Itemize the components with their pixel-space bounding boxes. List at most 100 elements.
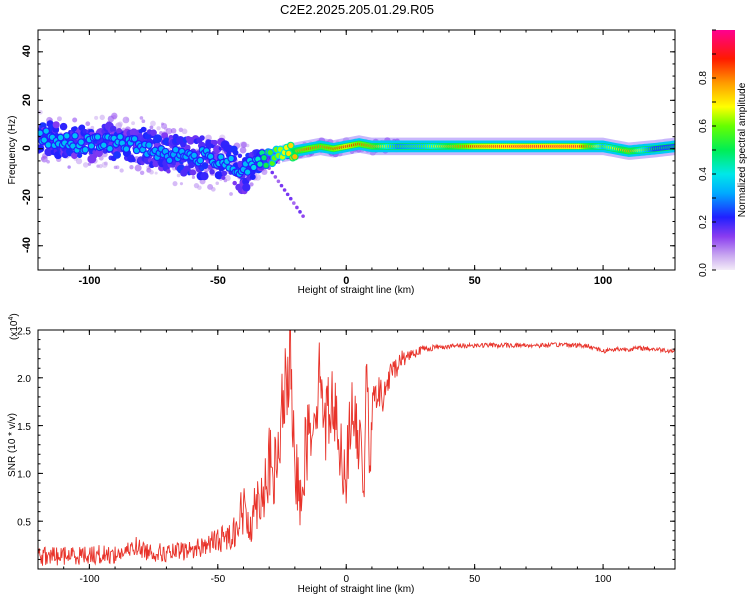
spectrogram-cloud-point (233, 150, 238, 155)
spectrogram-scatter-point (75, 158, 83, 165)
spectrogram-y-tick-labels: -40 -20 0 20 40 (21, 45, 33, 253)
spectrogram-ridge-point (123, 146, 129, 152)
spectrogram-ridge-point (140, 147, 146, 153)
spectrogram-ridge-point (146, 142, 152, 148)
snr-line (38, 330, 675, 566)
spectrogram-cloud-point (65, 147, 73, 155)
spectrogram-scatter-point (150, 120, 156, 127)
spectrogram-ridge-point (218, 154, 224, 160)
spectrogram-ridge-point (286, 150, 292, 157)
spectrogram-scatter-point (191, 175, 196, 180)
spectrogram-cloud-point (77, 152, 83, 159)
spectrogram-cloud-point (200, 171, 209, 181)
spectrogram-ridge-point (38, 130, 43, 136)
snr-x-axis-label: Height of straight line (km) (298, 584, 415, 595)
spectrogram-cloud-point (214, 171, 224, 180)
spectrogram-scatter-point (298, 210, 302, 214)
x-tick-label: 0 (343, 275, 349, 287)
spectrogram-ridge-point (119, 140, 125, 146)
spectrogram-scatter-point (154, 171, 158, 175)
spectrogram-ridge-point (269, 160, 275, 166)
x-tick-label: 100 (594, 275, 612, 287)
spectrogram-ridge-point (173, 147, 179, 153)
spectrogram-ridge-point (82, 147, 88, 153)
spectrogram-cloud-point (140, 161, 145, 166)
spectrogram-scatter-point (46, 159, 50, 164)
spectrogram-scatter-point (170, 127, 177, 134)
spectrogram-scatter-point (197, 185, 202, 190)
snr-plot-frame (37, 329, 676, 570)
spectrogram-ridge-point (134, 147, 140, 153)
spectrogram-cloud-point (209, 169, 215, 175)
spectrogram-scatter-point (131, 121, 135, 126)
spectrogram-cloud-point (71, 152, 78, 159)
spectrogram-scatter-point (72, 117, 78, 123)
spectrogram-ridge-point (117, 134, 123, 140)
spectrogram-scatter-point (276, 179, 281, 184)
snr-ticks (37, 329, 675, 569)
spectrogram-scatter-point (292, 201, 296, 205)
snr-panel: -100 -50 0 50 100 0.5 1.0 1.5 2.0 2.5 (x… (7, 313, 676, 595)
spectrogram-scatter-point (111, 112, 118, 120)
y-tick-label: 0 (21, 145, 33, 151)
colorbar-tick-label: 0.8 (698, 71, 709, 85)
spectrogram-scatter-point (141, 119, 146, 124)
y-tick-label: -20 (21, 189, 33, 205)
spectrogram-cloud-point (150, 129, 157, 137)
spectrogram-cloud-point (249, 173, 256, 180)
spectrogram-cloud-point (190, 169, 197, 176)
spectrogram-cloud-point (221, 170, 228, 177)
spectrogram-cloud-point (109, 125, 117, 133)
y-tick-label: 2.5 (17, 326, 31, 337)
spectrogram-cloud-point (184, 144, 191, 151)
spectrogram-scatter-point (85, 121, 91, 127)
spectrogram-scatter-point (129, 165, 134, 170)
spectrogram-scatter-point (254, 174, 261, 181)
spectrogram-ridge-point (88, 143, 95, 149)
x-tick-label: -100 (78, 275, 100, 287)
snr-x-tick-labels: -100 -50 0 50 100 (79, 574, 611, 585)
spectrogram-scatter-point (103, 161, 108, 166)
spectrogram-scatter-point (99, 114, 105, 121)
snr-marks (38, 330, 675, 566)
spectrogram-ridge-point (267, 149, 273, 156)
spectrogram-scatter-point (215, 181, 220, 185)
spectrogram-ridge-point (244, 169, 251, 175)
spectrogram-ridge-point (228, 155, 234, 162)
spectrogram-cloud-point (180, 141, 187, 148)
y-tick-label: 40 (21, 45, 33, 57)
colorbar-gradient (712, 30, 735, 270)
spectrogram-panel: -100 -50 0 50 100 -40 -20 0 20 40 Height… (7, 29, 676, 296)
spectrogram-scatter-point (301, 214, 305, 218)
spectrogram-cloud-point (153, 134, 163, 144)
colorbar-ticks (712, 29, 716, 271)
spectrogram-marks (38, 109, 675, 218)
spectrogram-scatter-point (240, 141, 248, 148)
spectrogram-scatter-point (139, 170, 145, 176)
spectrogram-scatter-point (119, 168, 124, 173)
spectrogram-ridge-point (292, 154, 298, 160)
spectrogram-cloud-point (237, 153, 243, 159)
spectrogram-scatter-point (165, 127, 173, 135)
colorbar-tick-label: 0.4 (698, 167, 709, 181)
spectrogram-scatter-point (56, 116, 62, 122)
spectrogram-ridge-point (94, 134, 101, 140)
spectrogram-scatter-point (149, 125, 154, 130)
spectrogram-scatter-point (270, 170, 275, 175)
spectrogram-ridge-point (288, 142, 294, 149)
spectrogram-scatter-point (245, 143, 250, 148)
spectrogram-ridge-point (72, 133, 78, 139)
spectrogram-ridge-point (191, 152, 197, 158)
x-tick-label: -100 (79, 574, 99, 585)
colorbar-tick-labels: 0.0 0.2 0.4 0.6 0.8 (698, 71, 709, 277)
spectrogram-scatter-point (288, 196, 293, 201)
spectrogram-cloud-point (201, 162, 209, 170)
y-tick-label: 0.5 (17, 518, 31, 529)
spectrogram-x-axis-label: Height of straight line (km) (298, 285, 415, 296)
spectrogram-cloud-point (221, 175, 226, 180)
x-tick-label: 50 (469, 275, 481, 287)
spectrogram-ridge-point (166, 157, 173, 163)
spectrogram-ridge-point (45, 142, 51, 148)
spectrogram-y-axis-label: Frequency (Hz) (7, 116, 18, 185)
